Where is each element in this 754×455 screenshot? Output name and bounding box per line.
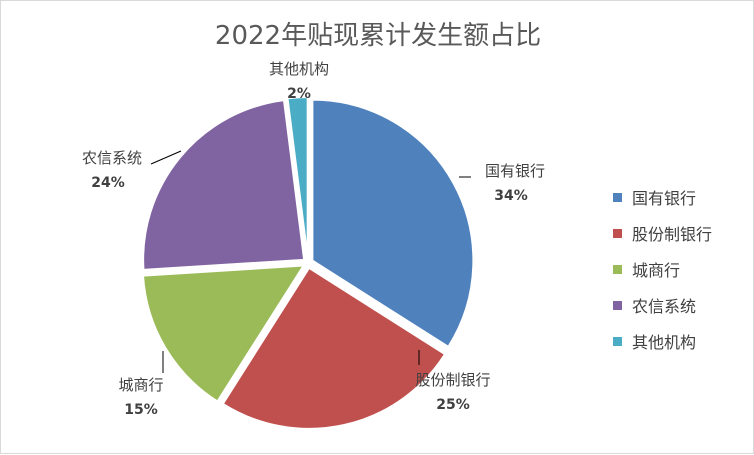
legend-swatch (613, 336, 622, 346)
legend-item-city-commercial-banks: 城商行 (613, 251, 712, 287)
legend-swatch (613, 228, 622, 238)
legend-item-joint-stock-banks: 股份制银行 (613, 215, 712, 251)
slice-label-percent: 25% (436, 397, 470, 413)
legend-item-other-institutions: 其他机构 (613, 323, 712, 359)
slice-label-name: 城商行 (118, 376, 163, 394)
slice-label-percent: 15% (124, 402, 158, 418)
slice-label-percent: 34% (494, 188, 528, 204)
legend-item-state-owned-banks: 国有银行 (613, 179, 712, 215)
legend-swatch (613, 192, 622, 202)
slice-label-name: 其他机构 (269, 60, 329, 78)
legend-item-rural-credit-system: 农信系统 (613, 287, 712, 323)
slice-label-percent: 24% (91, 175, 125, 191)
leader-line-4 (150, 150, 182, 165)
legend-label: 国有银行 (632, 189, 697, 208)
pie-slice-1 (311, 98, 475, 349)
slice-label-name: 股份制银行 (415, 371, 490, 389)
chart-title: 2022年贴现累计发生额占比 (214, 21, 542, 51)
pie-slice-5 (286, 96, 309, 259)
legend: 国有银行 股份制银行 城商行 农信系统 其他机构 (613, 179, 712, 359)
legend-swatch (613, 300, 622, 310)
slice-label-name: 国有银行 (485, 162, 545, 180)
legend-label: 城商行 (632, 261, 681, 280)
pie-slice-2 (221, 266, 447, 430)
pie-slice-4 (142, 98, 306, 271)
legend-label: 农信系统 (632, 297, 697, 316)
legend-label: 股份制银行 (632, 225, 713, 244)
pie-slice-3 (141, 264, 306, 403)
slice-label-name: 农信系统 (82, 149, 142, 167)
legend-swatch (613, 264, 622, 274)
slice-label-percent: 2% (287, 86, 311, 102)
legend-label: 其他机构 (632, 333, 697, 352)
